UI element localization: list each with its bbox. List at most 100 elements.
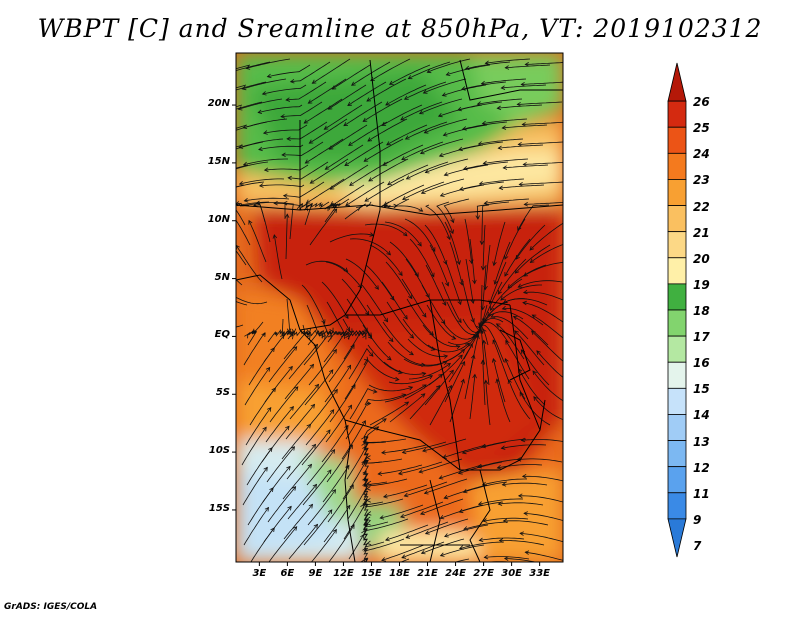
streamline xyxy=(281,318,294,337)
streamline xyxy=(236,250,247,266)
streamline xyxy=(517,204,550,231)
streamline-arrow xyxy=(382,161,388,166)
streamline-arrow xyxy=(403,492,409,498)
streamline-arrow xyxy=(308,139,314,144)
streamline-arrow xyxy=(458,146,463,152)
colorbar-swatch xyxy=(667,440,687,468)
colorbar-label: 24 xyxy=(693,147,710,162)
streamline xyxy=(478,498,524,505)
streamline-arrow xyxy=(329,185,335,190)
streamline-arrow xyxy=(386,355,392,361)
streamline-arrow xyxy=(403,95,409,100)
streamline-arrow xyxy=(405,534,411,539)
streamline-arrow xyxy=(398,271,403,277)
streamline xyxy=(239,178,285,185)
streamline xyxy=(524,512,563,521)
streamline xyxy=(400,101,443,121)
streamline-arrow xyxy=(281,152,286,158)
streamline xyxy=(482,264,487,310)
colorbar-label: 21 xyxy=(693,225,710,240)
streamline-arrow xyxy=(313,523,319,529)
streamline xyxy=(327,484,354,523)
streamline-arrow xyxy=(520,81,526,87)
streamline-arrow xyxy=(327,469,332,474)
streamline xyxy=(306,449,335,486)
streamline xyxy=(366,78,407,102)
streamline xyxy=(364,394,406,406)
streamline xyxy=(424,224,447,265)
colorbar-label: 18 xyxy=(693,304,710,318)
streamline-arrow xyxy=(478,537,484,543)
streamline-arrow xyxy=(223,91,227,95)
streamline-arrow xyxy=(304,159,310,164)
streamline xyxy=(378,464,423,475)
streamline-arrow xyxy=(258,146,263,152)
streamline xyxy=(521,81,563,85)
streamline-arrow xyxy=(459,186,464,191)
lon-label: 15E xyxy=(361,568,382,579)
streamline-arrow xyxy=(440,319,446,325)
streamline xyxy=(485,58,531,64)
streamline xyxy=(443,198,470,223)
streamline xyxy=(483,311,524,323)
streamline xyxy=(523,261,563,277)
streamline-arrow xyxy=(265,366,271,372)
country-borders xyxy=(236,59,563,562)
streamline xyxy=(381,444,427,454)
streamline-arrow xyxy=(500,85,506,90)
streamline xyxy=(403,358,447,367)
streamline xyxy=(345,181,385,206)
streamline-arrow xyxy=(445,281,450,287)
streamline-arrow xyxy=(238,181,244,186)
colorbar-swatch xyxy=(667,492,687,520)
streamline-arrow xyxy=(329,201,335,206)
lon-label: 30E xyxy=(501,568,522,579)
lat-label: 15N xyxy=(207,155,230,167)
streamline xyxy=(303,98,343,124)
streamline-arrow xyxy=(210,253,214,257)
streamline-arrow xyxy=(439,192,445,197)
colorbar-label: 15 xyxy=(693,382,710,397)
streamline-arrow xyxy=(422,448,427,453)
streamline-arrow xyxy=(482,518,488,523)
streamline-arrow xyxy=(366,486,371,491)
streamline-arrow xyxy=(456,260,461,266)
streamline xyxy=(481,438,527,448)
streamline-arrow xyxy=(323,125,329,130)
streamline-arrow xyxy=(332,348,337,354)
streamline xyxy=(364,518,409,532)
streamline xyxy=(500,284,542,301)
streamline xyxy=(363,457,403,464)
streamline xyxy=(264,164,309,171)
streamline-arrow xyxy=(262,130,268,135)
streamline xyxy=(344,360,369,400)
streamline-arrow xyxy=(523,272,528,277)
streamline-arrow xyxy=(305,199,311,204)
streamline-arrow xyxy=(461,126,467,131)
streamline xyxy=(259,184,305,188)
streamline-arrow xyxy=(401,449,407,455)
streamline-arrow xyxy=(324,165,330,170)
streamline-arrow xyxy=(388,337,394,343)
streamline xyxy=(236,161,269,170)
lon-label: 3E xyxy=(252,568,267,579)
streamline xyxy=(387,164,429,186)
streamline xyxy=(493,221,506,266)
streamline-arrow xyxy=(385,536,390,542)
streamline-arrow xyxy=(529,245,535,251)
streamline xyxy=(427,58,471,73)
streamline-arrow xyxy=(207,74,211,78)
streamline xyxy=(363,533,385,548)
streamline-arrow xyxy=(306,334,311,340)
credit-text: GrADS: IGES/COLA xyxy=(4,602,98,612)
streamline xyxy=(236,84,247,89)
streamline xyxy=(402,318,435,351)
streamline xyxy=(367,118,408,142)
streamline-arrow xyxy=(407,75,413,80)
streamline xyxy=(524,201,563,205)
streamline-arrow xyxy=(442,301,447,306)
streamline xyxy=(422,324,460,348)
streamline xyxy=(236,245,263,283)
streamline xyxy=(428,354,463,386)
colorbar-label: 26 xyxy=(693,95,710,110)
